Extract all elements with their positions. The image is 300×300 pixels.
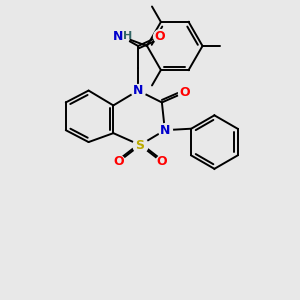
Text: O: O <box>154 30 165 43</box>
Text: O: O <box>113 155 124 168</box>
Text: O: O <box>179 86 190 99</box>
Text: N: N <box>133 84 143 97</box>
Text: O: O <box>157 155 167 168</box>
Text: N: N <box>113 30 124 43</box>
Text: S: S <box>136 139 145 152</box>
Text: N: N <box>160 124 170 137</box>
Text: H: H <box>123 31 132 41</box>
